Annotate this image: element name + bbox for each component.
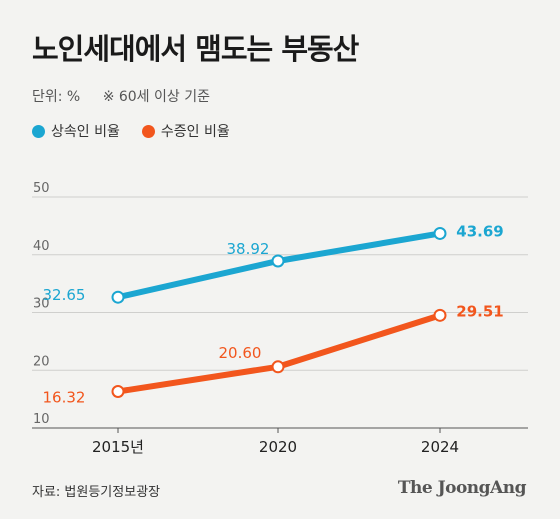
data-label: 43.69 — [456, 222, 503, 240]
page-title: 노인세대에서 맴도는 부동산 — [32, 32, 359, 66]
data-label: 38.92 — [227, 240, 270, 258]
legend-swatch-gift — [141, 124, 155, 138]
data-point — [271, 360, 285, 374]
x-tick-label: 2020 — [259, 438, 297, 456]
data-label: 32.65 — [43, 286, 86, 304]
data-label: 16.32 — [43, 389, 86, 407]
x-tick-label: 2015년 — [92, 438, 144, 456]
x-tick-label: 2024 — [421, 438, 459, 456]
legend-item-gift: 수증인 비율 — [141, 121, 230, 141]
data-label: 29.51 — [456, 302, 503, 320]
legend-swatch-inheritance — [32, 124, 45, 138]
data-point — [433, 308, 447, 322]
subtitle: 단위: % ※ 60세 이상 기준 — [32, 86, 210, 106]
legend: 상속인 비율 수증인 비율 — [32, 121, 230, 141]
y-tick-label: 30 — [33, 297, 50, 312]
data-point — [111, 385, 125, 399]
y-tick-label: 10 — [33, 412, 50, 427]
legend-label-gift: 수증인 비율 — [160, 124, 230, 140]
data-label: 20.60 — [219, 344, 262, 362]
legend-item-inheritance: 상속인 비율 — [32, 121, 120, 141]
y-tick-label: 50 — [33, 181, 50, 196]
note-label: ※ 60세 이상 기준 — [102, 89, 210, 105]
y-tick-label: 40 — [33, 239, 50, 254]
data-point — [111, 290, 125, 304]
data-point — [433, 226, 447, 240]
y-tick-label: 20 — [33, 354, 50, 369]
brand-logo: The JoongAng — [397, 478, 527, 498]
source-note: 자료: 법원등기정보광장 — [32, 485, 161, 500]
legend-label-inheritance: 상속인 비율 — [51, 124, 120, 140]
unit-label: 단위: % — [32, 89, 81, 105]
series-line-1 — [115, 312, 443, 395]
data-point — [271, 254, 285, 268]
